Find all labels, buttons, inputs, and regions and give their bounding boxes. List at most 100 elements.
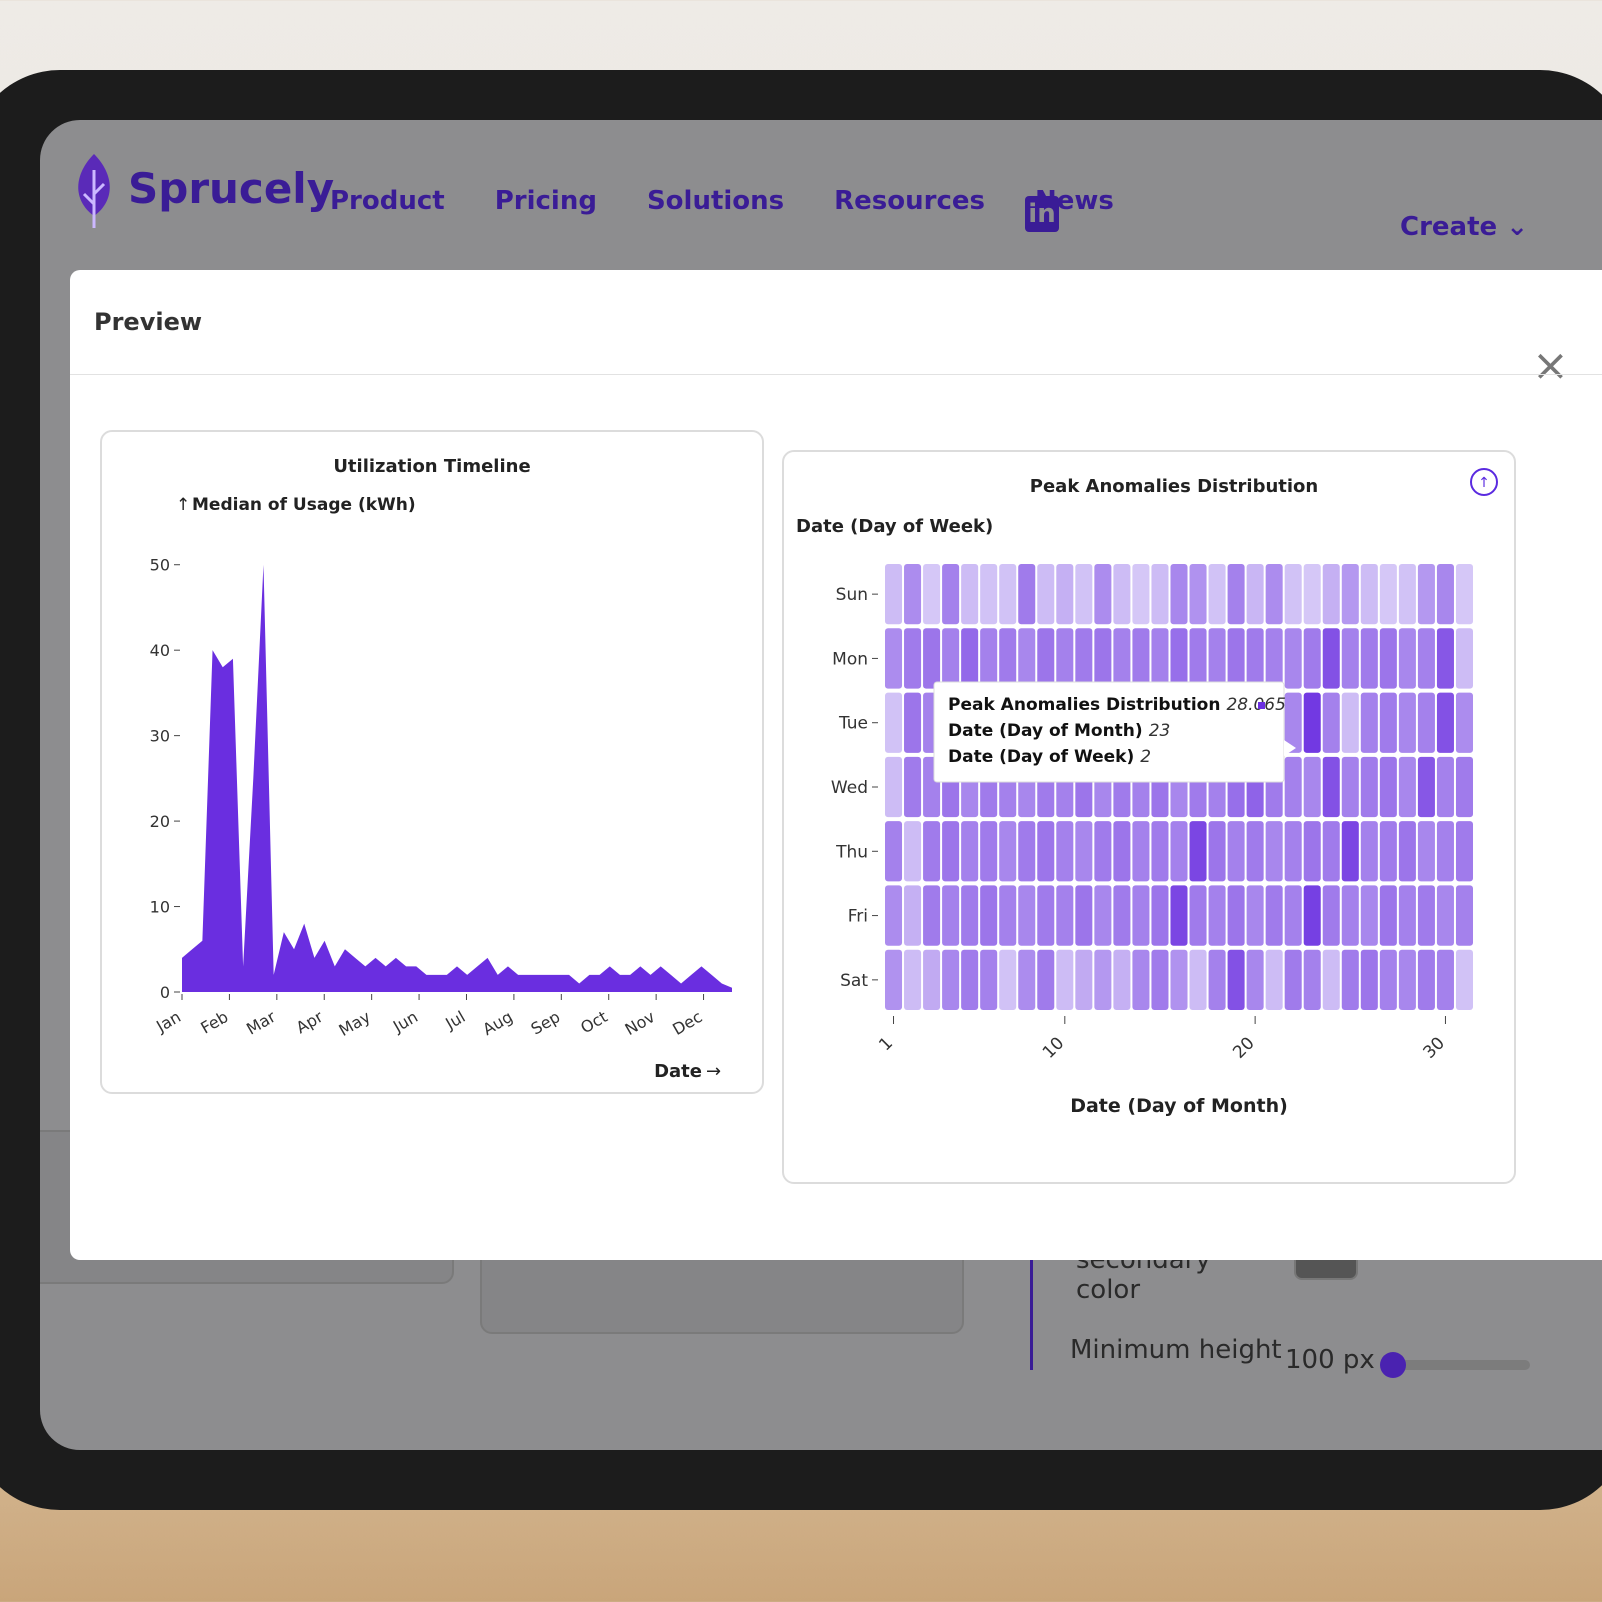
heat-cell (885, 692, 903, 753)
chart-title: Utilization Timeline (333, 456, 530, 477)
upload-button[interactable] (1470, 468, 1498, 496)
heat-cell (1436, 756, 1454, 818)
tooltip-value: 23 (1149, 721, 1171, 741)
heat-cell (1379, 821, 1397, 882)
heat-cell (942, 885, 960, 946)
x-tick-label: Jun (389, 1007, 421, 1036)
heat-cell (1417, 564, 1435, 625)
heat-cell (961, 949, 979, 1010)
heat-cell (980, 885, 998, 946)
heat-cell (1227, 949, 1245, 1010)
heat-cell (1303, 564, 1321, 625)
heat-cell (1284, 885, 1302, 946)
x-tick-label: Jul (441, 1007, 468, 1034)
linkedin-icon[interactable]: in (1025, 196, 1059, 232)
y-axis-title: Median of Usage (kWh) (192, 495, 416, 515)
nav-link[interactable]: Product (330, 186, 445, 216)
y-axis-title: Date (Day of Week) (796, 516, 993, 537)
close-button[interactable]: × (1532, 340, 1569, 391)
heat-cell (1132, 885, 1150, 946)
heat-cell (1341, 821, 1359, 882)
heat-cell (1455, 692, 1473, 753)
heat-cell (1246, 628, 1264, 689)
heat-cell (1094, 628, 1112, 689)
y-tick-label: 20 (150, 812, 170, 831)
heat-cell (1075, 628, 1093, 689)
heat-cell (923, 949, 941, 1010)
create-menu[interactable]: Create ⌄ (1400, 212, 1528, 242)
heat-cell (1265, 628, 1283, 689)
heat-cell (1132, 628, 1150, 689)
x-axis-title: Date (654, 1061, 702, 1082)
modal-title: Preview (94, 308, 203, 336)
heat-cell (904, 949, 922, 1010)
heat-cell (885, 821, 903, 882)
heat-cell (1075, 949, 1093, 1010)
heat-cell (1094, 949, 1112, 1010)
heat-cell (923, 885, 941, 946)
heat-cell (1018, 564, 1036, 625)
heat-cell (1417, 821, 1435, 882)
heat-cell (1322, 885, 1340, 946)
x-tick-label: Dec (669, 1007, 705, 1039)
y-tick-label: Thu (835, 842, 868, 862)
heat-cell (1417, 692, 1435, 753)
tooltip-box (933, 681, 1285, 783)
heat-cell (1417, 628, 1435, 689)
heat-cell (1227, 628, 1245, 689)
heat-cell (1265, 821, 1283, 882)
heat-cell (1379, 628, 1397, 689)
heat-cell (980, 949, 998, 1010)
heat-cell (942, 628, 960, 689)
x-tick-label: 1 (875, 1033, 897, 1055)
tooltip-row: Date (Day of Month) 23 (948, 721, 1170, 741)
slider-thumb[interactable] (1380, 1352, 1406, 1378)
heat-cell (1341, 949, 1359, 1010)
heat-cell (923, 821, 941, 882)
tooltip-key: Peak Anomalies Distribution (948, 695, 1220, 715)
nav-link[interactable]: Pricing (494, 186, 597, 216)
setting-value: 100 px (1285, 1345, 1375, 1375)
heat-cell (1094, 821, 1112, 882)
heat-cell (999, 564, 1017, 625)
heat-cell (1398, 564, 1416, 625)
heat-cell (1360, 564, 1378, 625)
heat-cell (1227, 885, 1245, 946)
heat-cell (1018, 885, 1036, 946)
heat-cell (1132, 564, 1150, 625)
x-tick-label: Aug (479, 1007, 516, 1039)
heat-cell (999, 628, 1017, 689)
heat-cell (999, 949, 1017, 1010)
heat-cell (1265, 564, 1283, 625)
heat-cell (923, 564, 941, 625)
x-tick-label: Oct (577, 1007, 610, 1037)
heat-cell (1436, 949, 1454, 1010)
nav-link[interactable]: Resources (834, 186, 986, 216)
heat-cell (904, 821, 922, 882)
heat-cell (1056, 564, 1074, 625)
heat-cell (1132, 949, 1150, 1010)
heat-cell (1056, 949, 1074, 1010)
heat-cell (1322, 628, 1340, 689)
brand[interactable]: Sprucely (128, 164, 335, 213)
heat-cell (1151, 564, 1169, 625)
heat-cell (1322, 756, 1340, 818)
heat-cell (1379, 692, 1397, 753)
upload-icon: ↑ (1478, 475, 1490, 491)
y-tick-label: Tue (838, 714, 868, 734)
heat-cell (1113, 564, 1131, 625)
tooltip-row: Peak Anomalies Distribution 28.065 (948, 695, 1286, 715)
arrow: → (706, 1061, 721, 1082)
heat-cell (1132, 821, 1150, 882)
heat-cell (1341, 628, 1359, 689)
heat-cell (1341, 564, 1359, 625)
heat-cell (999, 885, 1017, 946)
heat-cell (1170, 821, 1188, 882)
heat-cell (980, 564, 998, 625)
heat-cell (923, 628, 941, 689)
nav-link[interactable]: Solutions (646, 186, 785, 216)
heat-cell (1246, 564, 1264, 625)
heat-cell (942, 949, 960, 1010)
heat-cell (1303, 756, 1321, 818)
y-tick-label: 30 (150, 727, 170, 746)
